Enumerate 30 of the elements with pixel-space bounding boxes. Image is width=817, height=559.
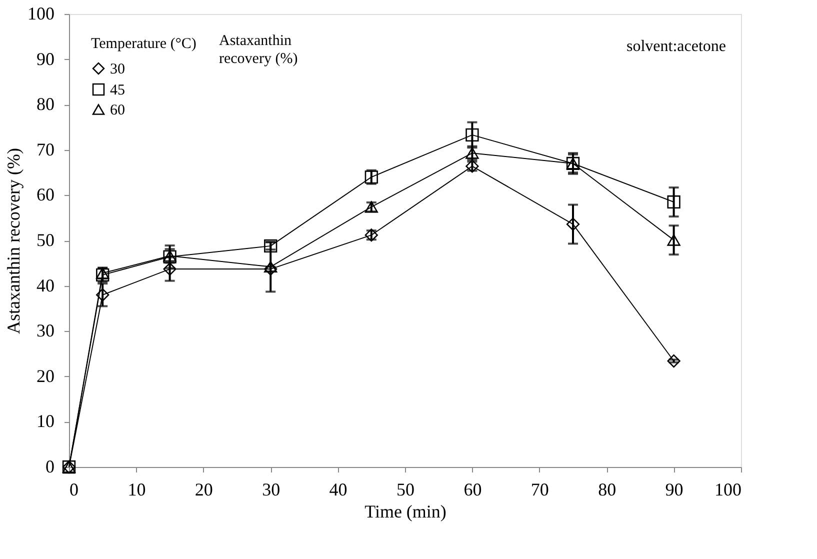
y-axis-title: Astaxanthin recovery (%) bbox=[4, 148, 24, 334]
y-tick-label: 50 bbox=[36, 230, 54, 250]
y-tick-label: 10 bbox=[36, 411, 54, 432]
x-tick-label: 40 bbox=[329, 480, 348, 500]
y-tick-label: 30 bbox=[36, 320, 54, 341]
legend-title: Temperature (°C) bbox=[91, 36, 196, 52]
x-tick-label: 0 bbox=[70, 480, 78, 500]
y-tick-label: 0 bbox=[46, 456, 54, 476]
x-tick-label: 100 bbox=[714, 480, 742, 500]
x-tick-label: 80 bbox=[598, 480, 616, 500]
y-tick-label: 100 bbox=[28, 4, 54, 24]
x-tick-label: 50 bbox=[396, 480, 414, 500]
y-tick-label: 20 bbox=[36, 366, 54, 386]
y-tick-label: 70 bbox=[36, 139, 54, 160]
x-tick-label: 10 bbox=[128, 480, 146, 500]
x-tick-label: 20 bbox=[194, 480, 213, 500]
x-tick-label: 90 bbox=[665, 480, 684, 500]
legend-label: 45 bbox=[110, 82, 125, 98]
legend-label: 60 bbox=[110, 102, 125, 118]
y-tick-label: 40 bbox=[36, 275, 54, 296]
annotation: Astaxanthin recovery (%) bbox=[219, 33, 298, 67]
x-tick-label: 30 bbox=[262, 480, 280, 500]
x-tick-label: 70 bbox=[530, 480, 549, 500]
legend-label: 30 bbox=[110, 62, 125, 78]
x-axis-title: Time (min) bbox=[364, 502, 446, 522]
x-tick-label: 60 bbox=[464, 480, 482, 500]
y-tick-label: 60 bbox=[36, 184, 54, 205]
annotation: solvent:acetone bbox=[626, 38, 726, 55]
y-tick-label: 90 bbox=[36, 48, 54, 69]
y-tick-label: 80 bbox=[36, 94, 54, 114]
